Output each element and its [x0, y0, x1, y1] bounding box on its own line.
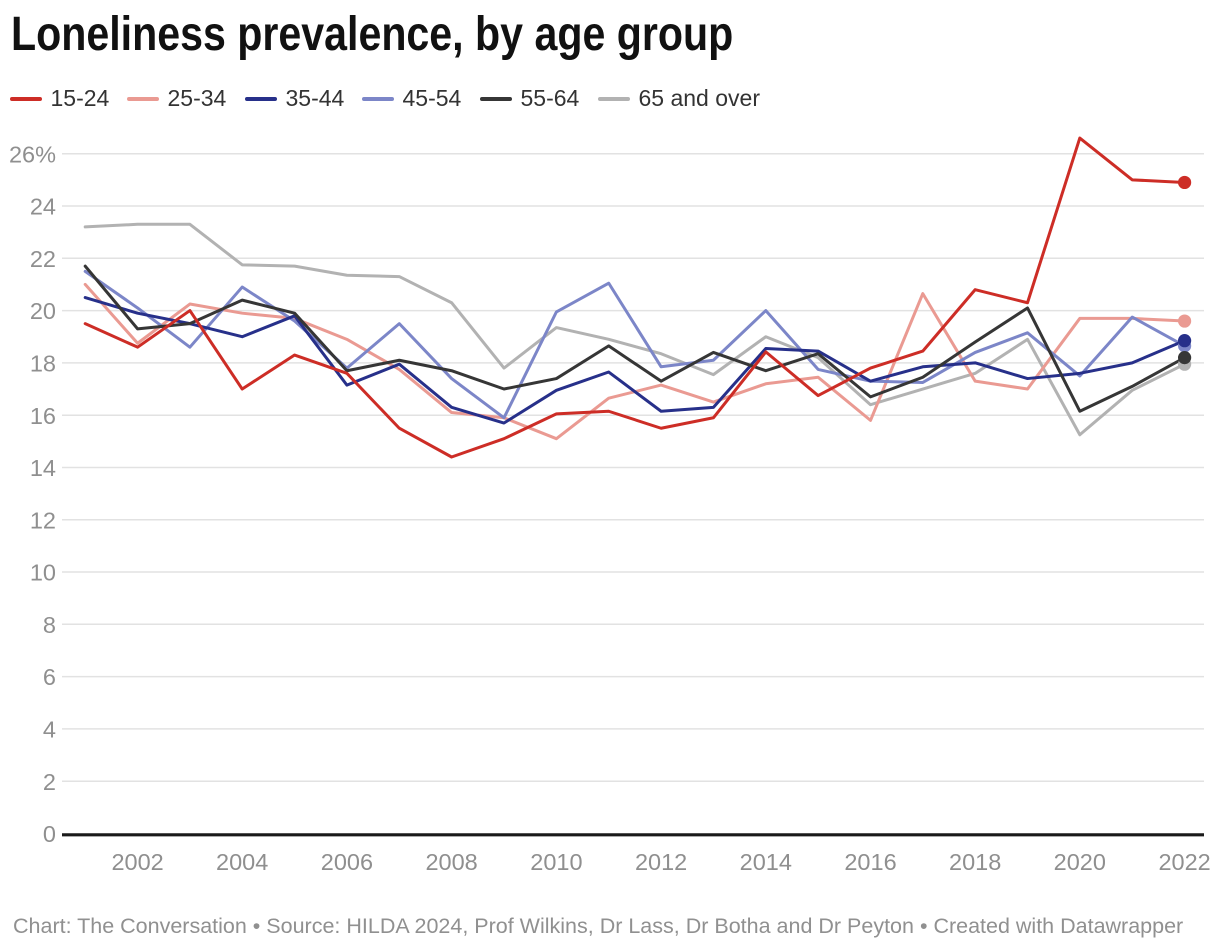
svg-text:2018: 2018: [949, 849, 1001, 875]
svg-text:18: 18: [30, 351, 56, 377]
svg-text:16: 16: [30, 403, 56, 429]
svg-text:26%: 26%: [9, 141, 56, 167]
svg-text:2014: 2014: [740, 849, 792, 875]
svg-text:4: 4: [43, 717, 56, 743]
svg-text:8: 8: [43, 612, 56, 638]
svg-text:10: 10: [30, 560, 56, 586]
svg-text:2004: 2004: [216, 849, 268, 875]
svg-text:0: 0: [43, 821, 56, 847]
svg-text:2020: 2020: [1054, 849, 1106, 875]
svg-text:2006: 2006: [321, 849, 373, 875]
svg-text:6: 6: [43, 664, 56, 690]
svg-text:12: 12: [30, 507, 56, 533]
svg-text:20: 20: [30, 298, 56, 324]
svg-text:24: 24: [30, 194, 56, 220]
svg-text:2002: 2002: [111, 849, 163, 875]
svg-text:2022: 2022: [1158, 849, 1210, 875]
svg-text:2: 2: [43, 769, 56, 795]
svg-text:2010: 2010: [530, 849, 582, 875]
svg-text:2008: 2008: [425, 849, 477, 875]
svg-text:2012: 2012: [635, 849, 687, 875]
svg-text:22: 22: [30, 246, 56, 272]
svg-text:14: 14: [30, 455, 56, 481]
svg-text:2016: 2016: [844, 849, 896, 875]
